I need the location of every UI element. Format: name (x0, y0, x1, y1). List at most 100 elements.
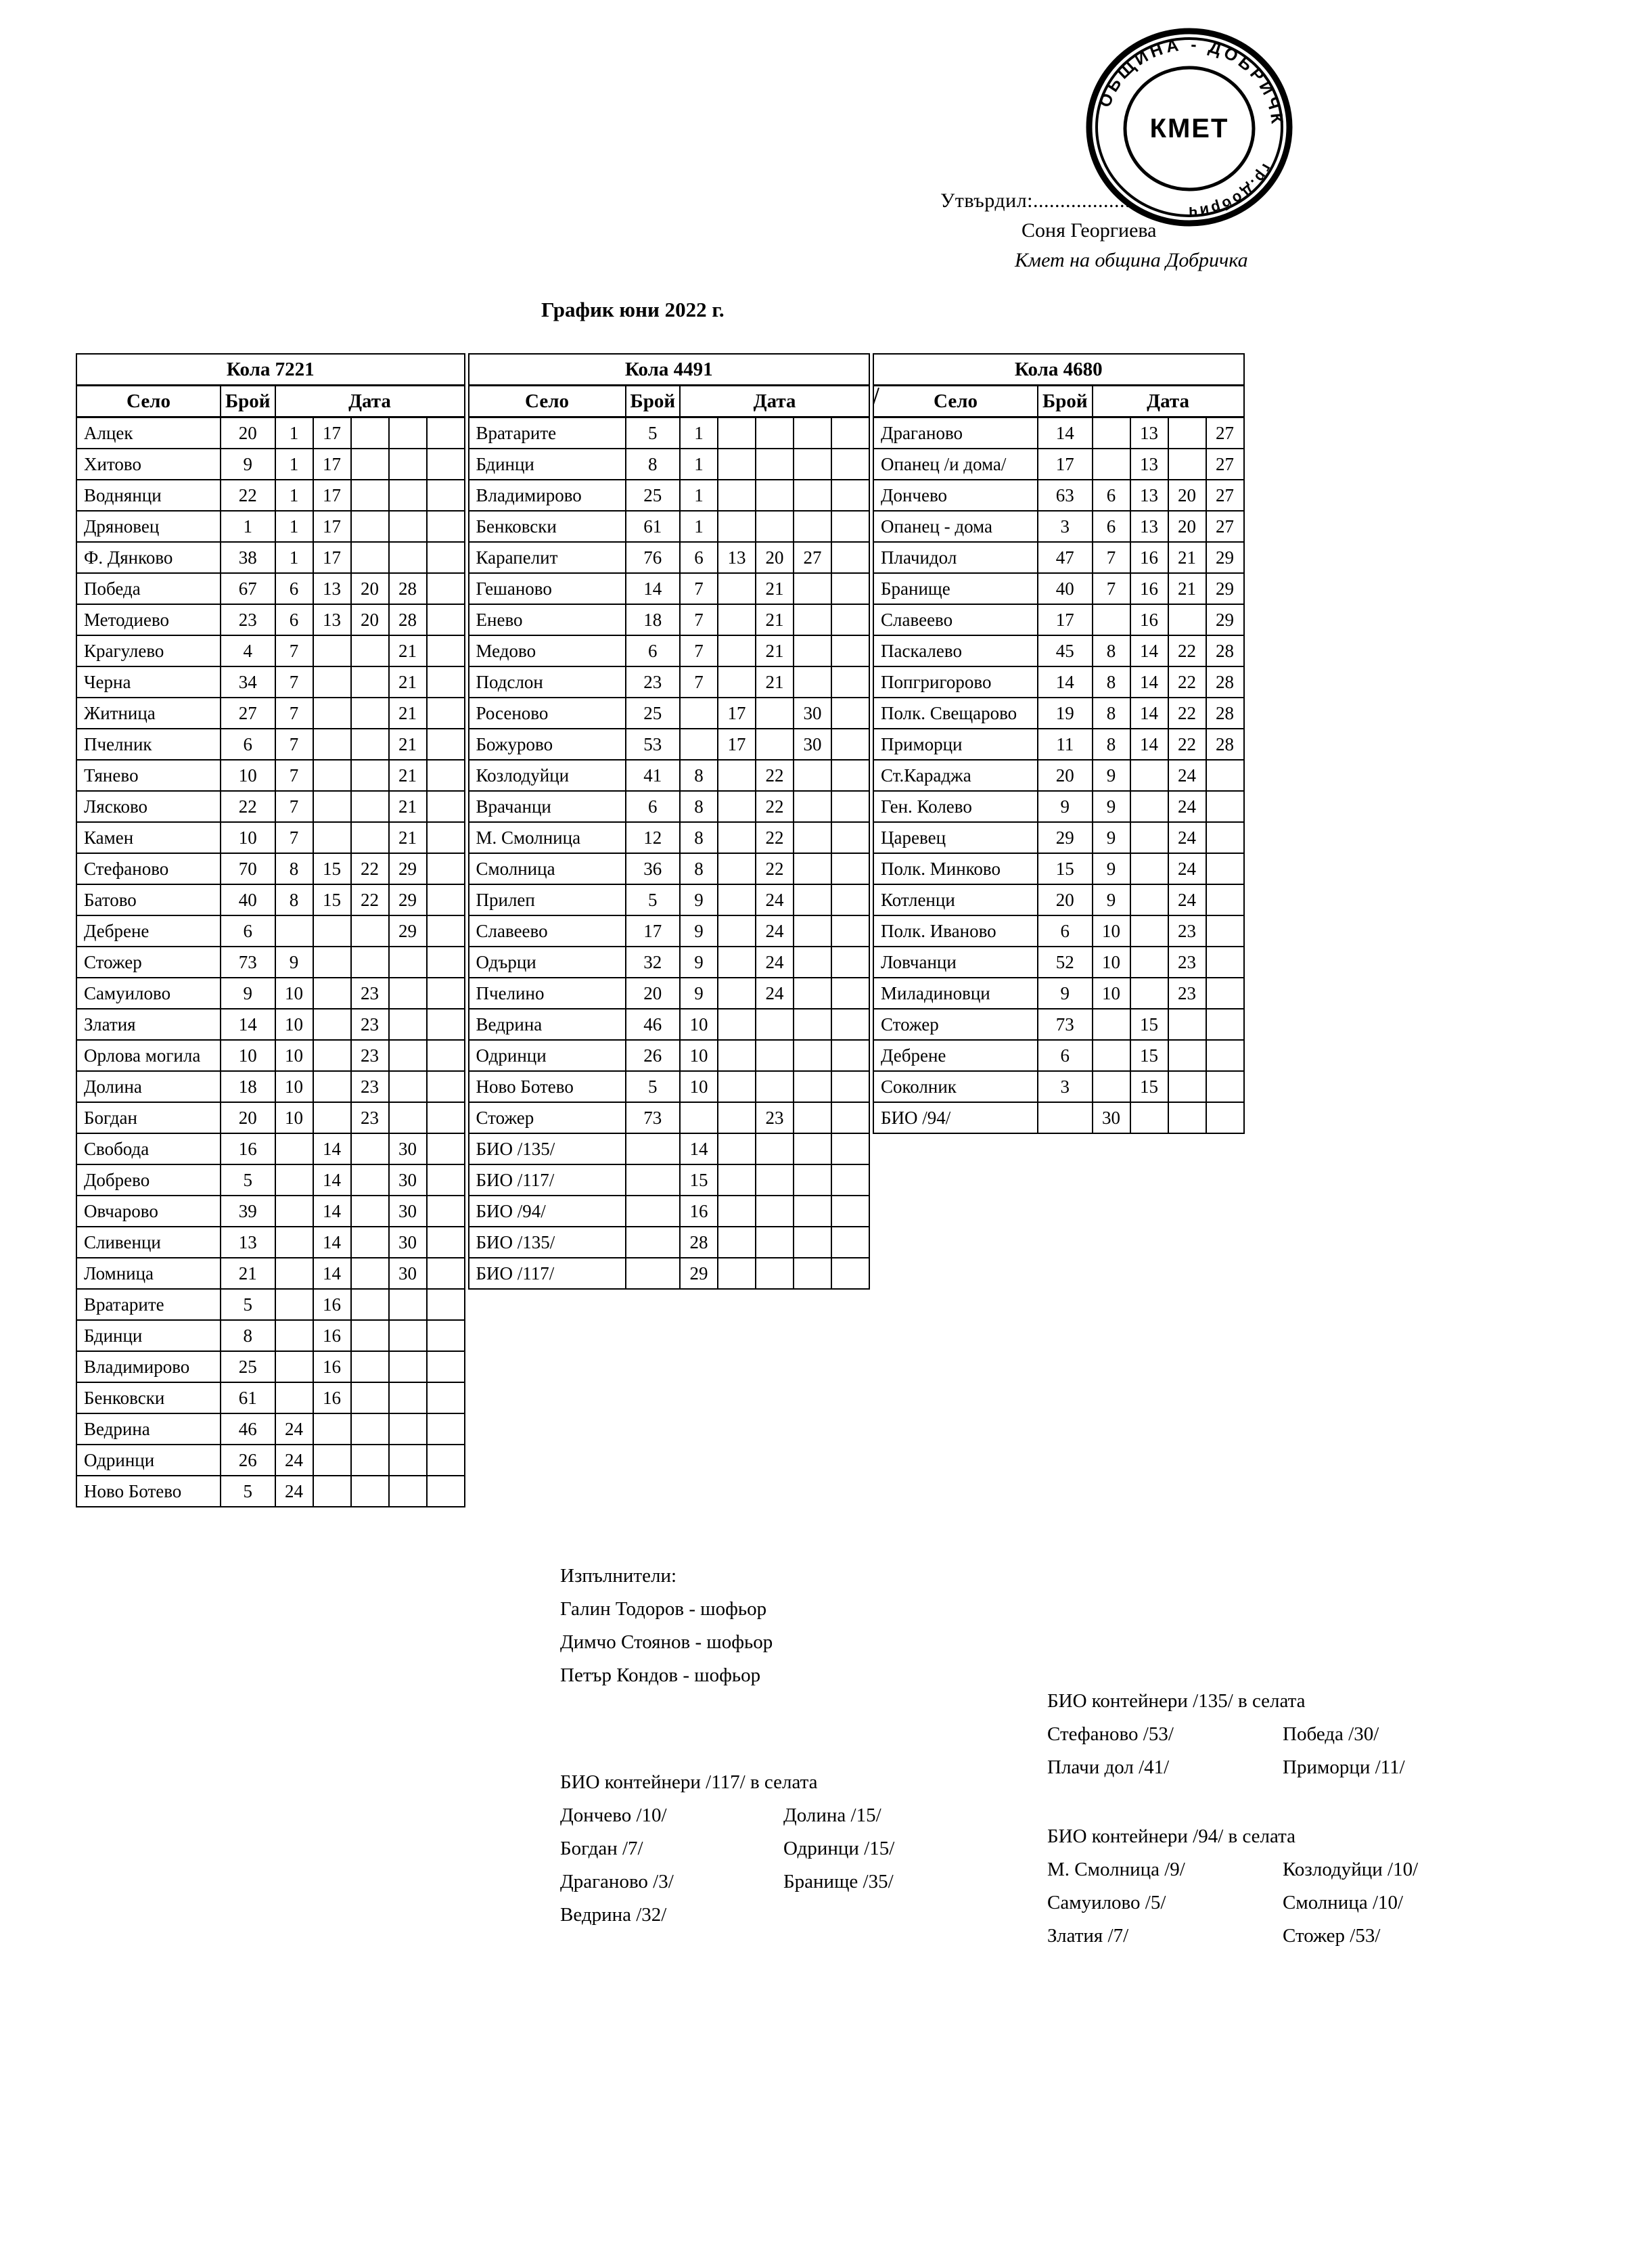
cell-village: Медово (467, 635, 626, 667)
cell-date (831, 1195, 871, 1227)
cell-village: М. Смолница (467, 821, 626, 854)
table-body-3: Драганово 14 13 27 Опанец /и дома/17 13 27 Донч… (873, 416, 1245, 1134)
cell-count: 63 (1037, 479, 1093, 512)
cell-date (755, 479, 795, 512)
cell-village: Орлова могила (76, 1039, 221, 1072)
cell-date (312, 728, 352, 761)
cell-date: 30 (388, 1257, 428, 1290)
schedule-table-1: Кола 7221 Село Брой Дата Алцек 20 1 17 Хитов… (76, 353, 465, 1507)
cell-count: 39 (220, 1195, 276, 1227)
cell-date (350, 1257, 390, 1290)
cell-date (717, 915, 757, 947)
cell-village: Дончево (873, 479, 1039, 512)
cell-village: Прилеп (467, 884, 626, 916)
executors-title: Изпълнители: (560, 1565, 677, 1587)
cell-village: Миладиновци (873, 977, 1039, 1009)
cell-village: Божурово (467, 728, 626, 761)
cell-count: 16 (220, 1133, 276, 1165)
cell-date: 9 (1091, 853, 1131, 885)
bio-containers-117-block: БИО контейнери /117/ в селата Дончево /1… (560, 1766, 894, 1932)
cell-date: 21 (1167, 572, 1207, 605)
cell-date (388, 416, 428, 449)
cell-village: Соколник (873, 1070, 1039, 1103)
cell-date (831, 884, 871, 916)
table-row: Бенковски 61 16 (76, 1382, 465, 1414)
cell-date (831, 448, 871, 480)
cell-village: Дебрене (873, 1039, 1039, 1072)
cell-count: 3 (1037, 510, 1093, 543)
cell-date (426, 790, 465, 823)
cell-count: 36 (624, 853, 681, 885)
cell-date (755, 1226, 795, 1258)
cell-date (426, 915, 465, 947)
cell-count (624, 1133, 681, 1165)
table-row: Хитово 9 1 17 (76, 448, 465, 480)
schedule-table-3: Кола 4680 Село Брой Дата Драганово 14 13 27… (873, 353, 1245, 1134)
table-row: Златия 14 10 23 (76, 1008, 465, 1041)
cell-date: 10 (274, 1039, 314, 1072)
cell-date (717, 416, 757, 449)
cell-date (1205, 946, 1245, 978)
cell-date: 21 (755, 666, 795, 698)
cell-date (793, 1164, 833, 1196)
cell-date (388, 448, 428, 480)
col-header-village: Село (76, 384, 221, 418)
cell-date: 24 (274, 1444, 314, 1476)
cell-date: 14 (679, 1133, 719, 1165)
executor-name: Петър Кондов - шофьор (560, 1664, 761, 1686)
cell-date: 16 (312, 1319, 352, 1352)
cell-count: 25 (624, 479, 681, 512)
cell-date (717, 977, 757, 1009)
cell-date (717, 1226, 757, 1258)
cell-date: 22 (1167, 635, 1207, 667)
cell-village: Подслон (467, 666, 626, 698)
cell-date: 22 (1167, 697, 1207, 729)
cell-date (1129, 790, 1169, 823)
cell-date: 17 (717, 728, 757, 761)
cell-date (679, 697, 719, 729)
cell-count: 52 (1037, 946, 1093, 978)
cell-date: 1 (679, 416, 719, 449)
table-row: Победа 67 6 13 20 28 (76, 572, 465, 605)
schedule-table-2: Кола 4491 Село Брой Дата Вратарите 5 1 Бдин… (467, 353, 871, 1290)
cell-date: 24 (755, 915, 795, 947)
cell-village: Воднянци (76, 479, 221, 512)
cell-village: Ст.Караджа (873, 759, 1039, 792)
cell-date: 6 (679, 541, 719, 574)
cell-date (1205, 1039, 1245, 1072)
pen-slash-mark (875, 387, 879, 414)
cell-date (793, 884, 833, 916)
page-title: График юни 2022 г. (541, 298, 725, 321)
table-row: Житница 27 7 21 (76, 697, 465, 729)
cell-date: 7 (1091, 572, 1131, 605)
cell-date: 16 (1129, 572, 1169, 605)
bio-94-row: М. Смолница /9/ Козлодуйци /10/ (1047, 1853, 1418, 1886)
cell-count (624, 1195, 681, 1227)
approved-by-label: Утвърдил:.................. (940, 189, 1131, 212)
cell-date (388, 1351, 428, 1383)
cell-date (1129, 977, 1169, 1009)
cell-date (1167, 1008, 1207, 1041)
cell-date: 6 (1091, 510, 1131, 543)
cell-date: 9 (679, 915, 719, 947)
cell-date: 24 (274, 1475, 314, 1507)
cell-date: 8 (1091, 666, 1131, 698)
cell-village: БИО /117/ (467, 1257, 626, 1290)
cell-village: Гешаново (467, 572, 626, 605)
table-row: Дебрене 6 15 (873, 1039, 1245, 1072)
cell-date: 30 (388, 1164, 428, 1196)
cell-date (1205, 1008, 1245, 1041)
cell-count (624, 1164, 681, 1196)
cell-date (312, 915, 352, 947)
cell-count: 5 (220, 1164, 276, 1196)
bio-117-row: Драганово /3/ Бранище /35/ (560, 1865, 894, 1899)
table-row: Соколник 3 15 (873, 1070, 1245, 1103)
cell-date (717, 853, 757, 885)
cell-date: 29 (388, 884, 428, 916)
cell-date: 10 (274, 1008, 314, 1041)
cell-date: 9 (679, 977, 719, 1009)
cell-count: 17 (1037, 448, 1093, 480)
cell-date: 21 (388, 728, 428, 761)
col-header-date: Дата (679, 384, 871, 418)
cell-date: 7 (274, 635, 314, 667)
